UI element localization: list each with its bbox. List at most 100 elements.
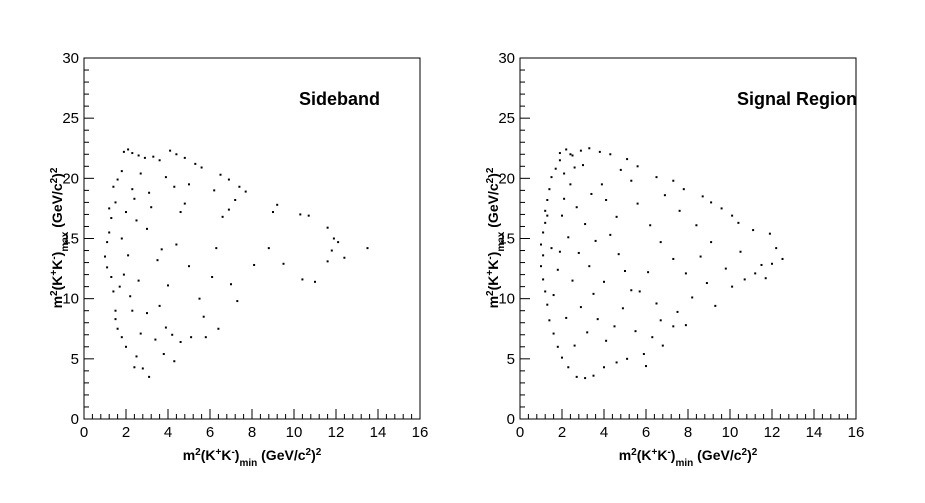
scatter-point bbox=[146, 312, 148, 315]
scatter-point bbox=[301, 278, 304, 281]
scatter-point bbox=[183, 156, 186, 159]
label-part-mid2: K bbox=[485, 260, 501, 270]
scatter-point bbox=[116, 327, 119, 330]
scatter-point bbox=[592, 374, 595, 377]
scatter-point bbox=[626, 158, 629, 161]
scatter-point bbox=[162, 353, 165, 356]
scatter-point bbox=[642, 353, 645, 356]
label-part-base: m bbox=[485, 296, 501, 308]
scatter-point bbox=[617, 253, 620, 256]
scatter-point bbox=[544, 209, 547, 212]
scatter-point bbox=[110, 217, 113, 220]
scatter-point bbox=[764, 277, 767, 280]
x-tick-label: 0 bbox=[80, 424, 88, 441]
scatter-point bbox=[238, 185, 241, 188]
scatter-point bbox=[104, 255, 106, 258]
x-tick-label: 8 bbox=[684, 424, 692, 441]
scatter-point bbox=[567, 236, 570, 239]
scatter-point bbox=[337, 241, 340, 244]
scatter-point bbox=[139, 332, 142, 335]
scatter-point bbox=[565, 316, 568, 319]
scatter-point bbox=[743, 278, 746, 281]
x-tick-label: 10 bbox=[286, 424, 303, 441]
y-tick-label: 25 bbox=[498, 110, 515, 127]
scatter-point bbox=[621, 307, 624, 310]
scatter-point bbox=[125, 211, 127, 214]
scatter-point bbox=[179, 211, 182, 214]
scatter-point bbox=[613, 325, 616, 328]
label-part-sup2: + bbox=[49, 270, 60, 276]
scatter-point bbox=[705, 282, 708, 285]
scatter-point bbox=[211, 276, 214, 279]
scatter-point bbox=[615, 361, 618, 364]
y-tick-label: 20 bbox=[498, 170, 515, 187]
scatter-point bbox=[276, 203, 279, 206]
x-tick-label: 2 bbox=[558, 424, 566, 441]
scatter-point bbox=[691, 296, 694, 299]
label-part-sup1: 2 bbox=[49, 290, 60, 296]
scatter-point bbox=[544, 221, 547, 224]
label-part-sub: max bbox=[496, 231, 507, 251]
scatter-point bbox=[141, 367, 144, 370]
scatter-point bbox=[183, 202, 186, 205]
scatter-point bbox=[152, 155, 155, 158]
scatter-point bbox=[624, 269, 626, 272]
y-tick-label: 15 bbox=[62, 231, 79, 248]
scatter-point bbox=[737, 221, 740, 224]
scatter-point bbox=[164, 176, 167, 179]
scatter-point bbox=[567, 366, 570, 369]
scatter-point bbox=[139, 172, 142, 175]
scatter-point bbox=[695, 224, 698, 227]
scatter-point bbox=[672, 179, 675, 182]
scatter-point bbox=[605, 339, 608, 342]
label-part-sub: min bbox=[675, 458, 693, 469]
scatter-point bbox=[554, 167, 557, 170]
scatter-point bbox=[546, 198, 549, 201]
x-tick-label: 16 bbox=[848, 424, 865, 441]
label-part-mid3: ) bbox=[671, 447, 676, 463]
scatter-point bbox=[131, 152, 134, 155]
scatter-point bbox=[131, 309, 134, 312]
scatter-point bbox=[221, 215, 224, 218]
scatter-point bbox=[781, 257, 784, 260]
scatter-point bbox=[579, 149, 582, 152]
scatter-point bbox=[156, 259, 159, 262]
scatter-point bbox=[173, 185, 176, 188]
label-part-sup3: - bbox=[231, 447, 234, 458]
x-tick-label: 14 bbox=[370, 424, 387, 441]
y-tick-label: 10 bbox=[62, 291, 79, 308]
scatter-point bbox=[179, 340, 182, 343]
scatter-point bbox=[569, 153, 572, 156]
label-part-mid1: (K bbox=[637, 447, 652, 463]
scatter-point bbox=[676, 310, 679, 313]
y-tick-label: 25 bbox=[62, 110, 79, 127]
scatter-point bbox=[672, 257, 675, 260]
scatter-point bbox=[154, 338, 157, 341]
scatter-point bbox=[146, 227, 148, 230]
label-part-mid4: ) bbox=[311, 447, 316, 463]
scatter-point bbox=[125, 345, 127, 348]
scatter-point bbox=[754, 272, 757, 275]
scatter-point bbox=[190, 336, 193, 339]
scatter-point bbox=[590, 192, 593, 195]
scatter-point bbox=[546, 214, 549, 217]
scatter-point bbox=[116, 178, 119, 181]
scatter-point bbox=[131, 188, 134, 191]
label-part-sup4: 2 bbox=[306, 447, 312, 458]
scatter-point bbox=[114, 201, 117, 204]
scatter-point bbox=[771, 262, 773, 265]
scatter-point bbox=[112, 290, 115, 293]
scatter-point bbox=[171, 333, 174, 336]
scatter-point bbox=[552, 332, 555, 335]
scatter-point bbox=[571, 279, 574, 282]
y-tick-label: 5 bbox=[71, 351, 79, 368]
scatter-point bbox=[150, 206, 153, 209]
scatter-point bbox=[122, 150, 125, 153]
panel-annotation: Signal Region bbox=[737, 89, 857, 109]
scatter-point bbox=[330, 249, 333, 252]
scatter-point bbox=[108, 207, 111, 210]
scatter-point bbox=[556, 345, 559, 348]
y-tick-label: 10 bbox=[498, 291, 515, 308]
x-tick-label: 4 bbox=[600, 424, 608, 441]
